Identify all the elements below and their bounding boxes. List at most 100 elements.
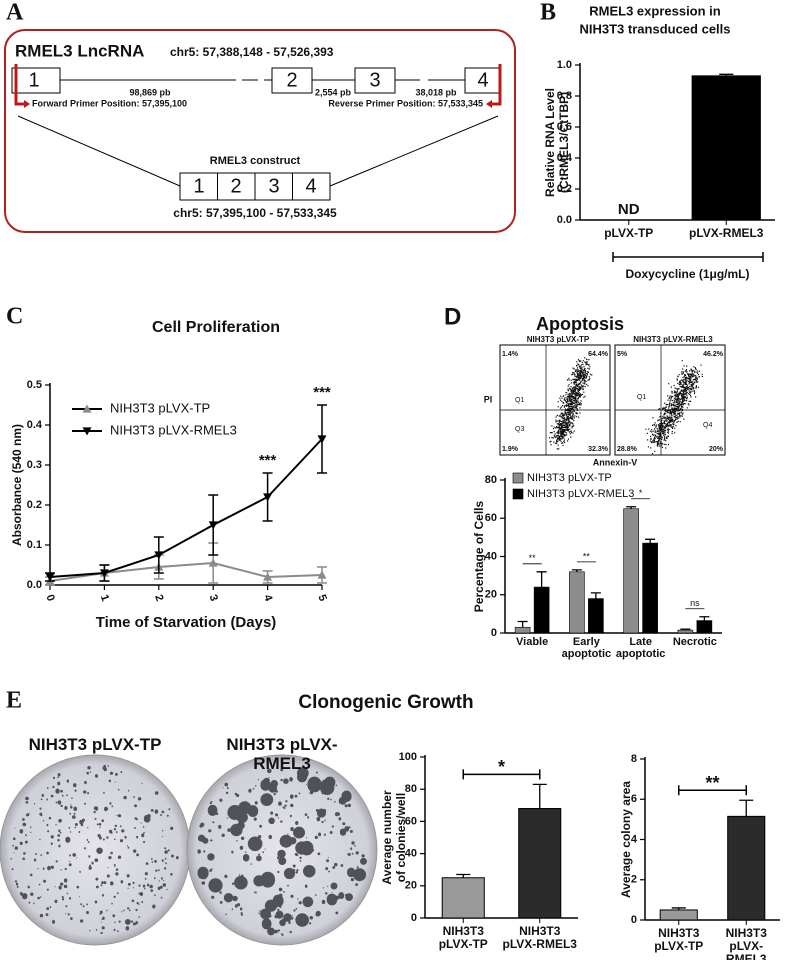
y-tick-label: 0.4 <box>557 152 573 164</box>
x-tick-label: NIH3T3 pLVX-TP <box>654 927 704 954</box>
chart-title: Cell Proliferation <box>152 319 280 336</box>
y-tick-label: 60 <box>485 512 497 524</box>
legend-marker <box>82 427 92 436</box>
panel-label: E <box>6 688 22 714</box>
intron-length: 2,554 pb <box>315 87 352 97</box>
x-tick-label: NIH3T3 pLVX-RMEL3 <box>502 925 577 952</box>
flow-title: NIH3T3 pLVX-RMEL3 <box>633 335 713 344</box>
x-tick-label-box: Necrotic <box>673 636 717 648</box>
gene-diagram: RMEL3 LncRNA chr5: 57,388,148 - 57,526,3… <box>4 29 516 233</box>
legend-swatch <box>512 488 524 500</box>
bar <box>727 815 766 921</box>
y-tick-label: 0.5 <box>27 379 42 391</box>
event-dots <box>645 360 703 455</box>
y-tick-label: 0.4 <box>27 419 43 431</box>
locus: chr5: 57,388,148 - 57,526,393 <box>170 45 334 59</box>
error-bar <box>680 628 691 631</box>
y-tick-label: 20 <box>485 589 497 601</box>
exon-number: 3 <box>268 175 279 197</box>
frame <box>4 29 516 233</box>
panel-label: D <box>444 303 461 330</box>
y-tick-label: 0.2 <box>557 183 572 195</box>
legend-marker <box>82 404 92 413</box>
x-tick-label-box: NIH3T3 pLVX-RMEL3 <box>502 925 577 952</box>
flow-y-label: PI <box>484 394 493 404</box>
quadrant-percent: 28.8% <box>617 446 638 453</box>
exon <box>354 67 396 94</box>
y-tick-label: 0.1 <box>27 539 42 551</box>
error-bar <box>645 538 656 544</box>
y-tick-label: 100 <box>399 751 417 763</box>
x-tick-label-box: Early apoptotic <box>562 636 612 660</box>
x-tick-label-box: pLVX-RMEL3 <box>689 227 763 240</box>
error-bar <box>739 799 754 817</box>
bar <box>588 598 604 634</box>
bar <box>659 909 698 921</box>
primer-arrow-head <box>486 100 492 108</box>
legend-label: NIH3T3 pLVX-RMEL3 <box>527 488 634 500</box>
x-tick-label: 5 <box>315 593 328 603</box>
dish-label: NIH3T3 pLVX-RMEL3 <box>226 736 338 773</box>
error-bar <box>699 616 710 621</box>
panel-label: B <box>540 0 556 26</box>
error-bar <box>532 783 547 809</box>
section-title: Clonogenic Growth <box>298 692 473 713</box>
exon <box>271 67 313 94</box>
bar <box>677 629 694 634</box>
y-tick-label: 0.2 <box>27 499 42 511</box>
error-bar <box>571 569 582 572</box>
marker <box>45 573 55 582</box>
exon <box>464 67 502 94</box>
chart-title: RMEL3 expression in <box>589 3 721 18</box>
x-tick-label-box: Viable <box>516 636 548 648</box>
error-bar <box>456 873 471 878</box>
error-bar <box>517 620 528 628</box>
x-tick-label-box: NIH3T3 pLVX-TP <box>654 927 704 954</box>
marker <box>263 493 273 502</box>
exon-number: 2 <box>286 69 297 91</box>
quadrant-percent: 5% <box>617 351 628 358</box>
quadrant-percent: 32.3% <box>588 446 609 453</box>
x-tick-label-box: NIH3T3 pLVX-RMEL3 <box>726 927 767 960</box>
marker <box>317 570 327 579</box>
error-bar <box>626 506 637 509</box>
dish-label: NIH3T3 pLVX-TP <box>28 736 162 754</box>
intron-length: 98,869 pb <box>129 87 171 97</box>
primer-label: Reverse Primer Position: 57,533,345 <box>328 98 483 108</box>
x-group-label: Doxycycline (1μg/mL) <box>625 267 749 281</box>
group-bracket <box>612 252 764 262</box>
bar <box>623 508 639 634</box>
marker <box>208 558 218 567</box>
gate-label: Q4 <box>703 422 712 429</box>
significance: * <box>498 757 505 777</box>
gate-label: Q3 <box>515 426 524 433</box>
legend-swatch <box>512 472 524 484</box>
x-tick-label: NIH3T3 pLVX-TP <box>438 925 488 952</box>
significance: * <box>639 488 643 498</box>
significance: ** <box>529 553 537 563</box>
x-tick-label: 0 <box>43 593 56 603</box>
colonies <box>197 767 367 936</box>
y-tick-label: 6 <box>631 793 637 805</box>
legend-label: NIH3T3 pLVX-TP <box>527 472 612 484</box>
y-tick-label: 2 <box>631 874 637 886</box>
x-tick-label-box: pLVX-TP <box>604 227 653 240</box>
y-tick-label: 0.3 <box>27 459 42 471</box>
marker <box>317 435 327 444</box>
y-tick-label: 8 <box>631 753 637 765</box>
y-axis-label: Average number <box>380 790 394 885</box>
bar <box>518 808 562 919</box>
connector <box>329 115 499 187</box>
primer-arrow <box>492 64 502 106</box>
dish-label-box: NIH3T3 pLVX-RMEL3 <box>226 736 338 773</box>
construct-title: RMEL3 construct <box>210 155 301 167</box>
series-line <box>49 438 323 578</box>
quadrant-percent: 46.2% <box>703 351 724 358</box>
bar <box>642 542 658 634</box>
y-tick-label: 0.6 <box>557 121 572 133</box>
x-tick-label: 2 <box>152 593 165 603</box>
series-line <box>49 561 323 582</box>
y-tick-label: 0.8 <box>557 90 572 102</box>
flow-x-label: Annexin-V <box>593 457 638 467</box>
